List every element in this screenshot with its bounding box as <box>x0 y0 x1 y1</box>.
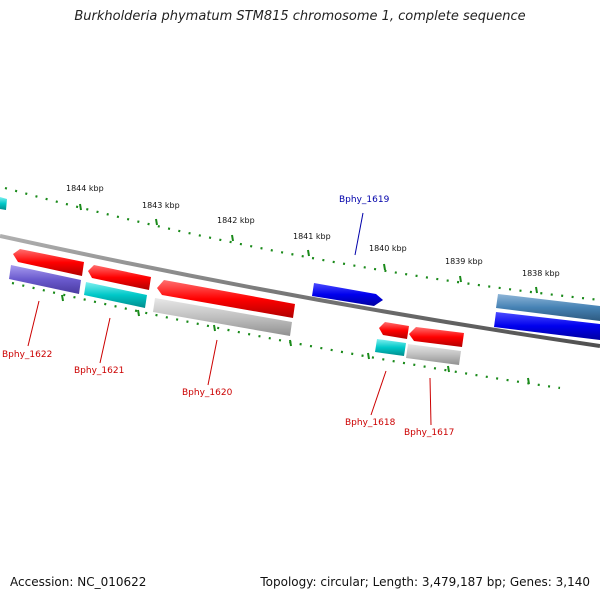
major-tick-1842 <box>231 234 234 242</box>
gene-feature-bphy-1617[interactable] <box>409 327 464 347</box>
gene-feature-bphy-1620-secondary[interactable] <box>153 298 292 336</box>
gene-feature-bphy-1619[interactable] <box>312 283 383 306</box>
major-tick-1844 <box>79 203 82 211</box>
gene-label-bphy-1619[interactable]: Bphy_1619 <box>339 195 390 205</box>
leader-bphy-1618 <box>370 370 387 416</box>
inner-major-tick-6 <box>447 365 450 373</box>
gene-feature-bphy-1622-secondary[interactable] <box>9 265 81 294</box>
leader-bphy-1620 <box>207 339 218 386</box>
gene-feature-bphy-1617-secondary[interactable] <box>406 344 461 365</box>
gene-feature-bphy-1621[interactable] <box>88 265 151 290</box>
gene-label-bphy-1621[interactable]: Bphy_1621 <box>74 366 124 376</box>
scale-label-1842: 1842 kbp <box>217 216 255 225</box>
leader-bphy-1621 <box>99 317 111 364</box>
gene-feature-bphy-1618-secondary[interactable] <box>375 339 406 356</box>
scale-label-1840: 1840 kbp <box>369 244 407 253</box>
accession-text: Accession: NC_010622 <box>10 575 147 589</box>
inner-tick-ring <box>11 281 561 390</box>
topology-info-text: Topology: circular; Length: 3,479,187 bp… <box>260 575 590 589</box>
leader-bphy-1619 <box>354 212 364 256</box>
gene-label-bphy-1622[interactable]: Bphy_1622 <box>2 350 52 360</box>
gene-label-bphy-1620[interactable]: Bphy_1620 <box>182 388 233 398</box>
gene-feature-bphy-1620[interactable] <box>157 280 295 318</box>
gene-label-bphy-1617[interactable]: Bphy_1617 <box>404 428 454 438</box>
major-tick-1839 <box>459 275 462 283</box>
gene-feature-reverse-right[interactable] <box>494 312 600 340</box>
chromosome-backbone <box>0 234 600 348</box>
inner-major-tick-3 <box>213 324 216 332</box>
outer-tick-ring <box>4 186 600 302</box>
inner-major-tick-1 <box>61 294 64 302</box>
major-tick-1843 <box>155 218 158 226</box>
scale-label-1838: 1838 kbp <box>522 269 560 278</box>
gene-feature-bphy-1621-secondary[interactable] <box>84 282 147 308</box>
scale-label-1843: 1843 kbp <box>142 201 180 210</box>
gene-feature-forward-right[interactable] <box>496 294 600 321</box>
inner-major-tick-7 <box>527 377 530 385</box>
gene-feature-bphy-1618[interactable] <box>379 322 409 339</box>
inner-major-tick-5 <box>367 352 370 360</box>
inner-major-tick-2 <box>137 309 140 317</box>
inner-major-tick-4 <box>289 339 292 347</box>
scale-label-1841: 1841 kbp <box>293 232 331 241</box>
scale-label-1844: 1844 kbp <box>66 184 104 193</box>
gene-feature-offscreen[interactable] <box>0 197 7 210</box>
inner-tick-dots <box>11 281 561 390</box>
major-tick-1840 <box>383 263 386 271</box>
major-tick-1838 <box>535 286 538 294</box>
map-title: Burkholderia phymatum STM815 chromosome … <box>74 9 526 24</box>
gene-feature-bphy-1622[interactable] <box>13 249 84 276</box>
scale-label-1839: 1839 kbp <box>445 257 483 266</box>
outer-tick-dots <box>4 186 600 302</box>
leader-bphy-1617 <box>429 377 432 426</box>
major-tick-1841 <box>307 249 310 257</box>
leader-bphy-1622 <box>27 300 40 347</box>
gene-label-bphy-1618[interactable]: Bphy_1618 <box>345 418 396 428</box>
